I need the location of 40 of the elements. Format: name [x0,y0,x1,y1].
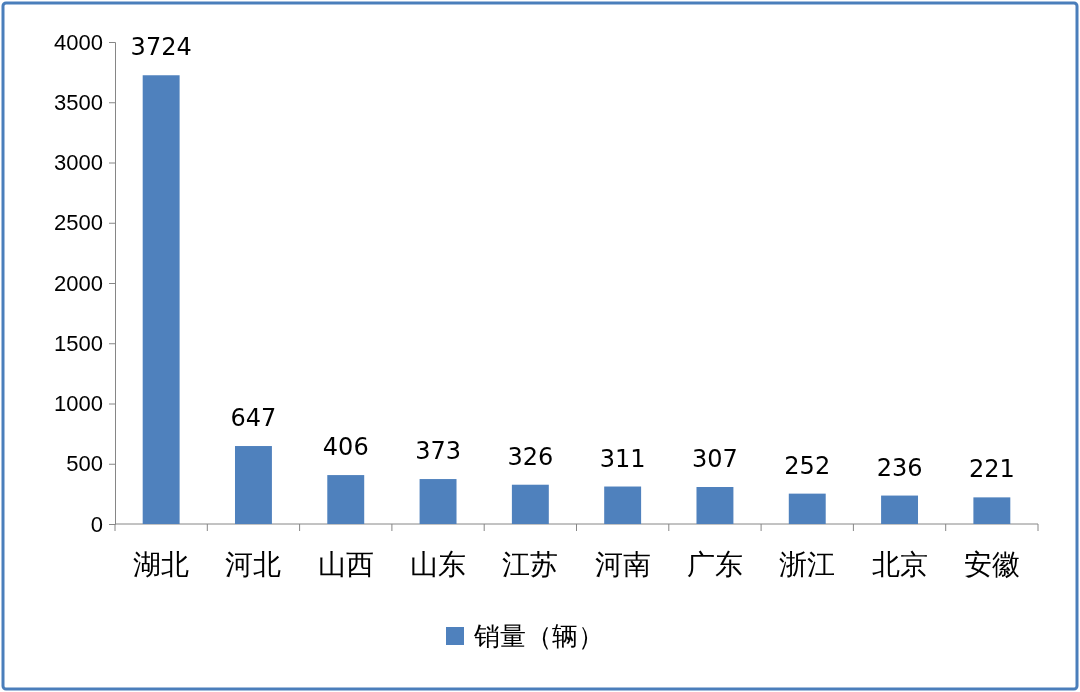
x-tick-label: 湖北 [133,549,190,580]
data-label: 326 [507,442,554,471]
y-tick-label: 1500 [54,330,103,356]
data-label: 221 [968,455,1015,484]
data-label: 373 [415,437,461,466]
y-tick-label: 0 [90,511,103,537]
data-label: 307 [692,445,738,474]
y-tick-label: 3000 [54,150,103,176]
y-tick-label: 2000 [54,270,103,296]
x-tick-label: 北京 [871,549,928,580]
bar [604,486,642,524]
y-tick-label: 500 [66,451,103,477]
x-tick-label: 广东 [686,549,743,580]
bar [234,446,272,524]
legend-label: 销量（辆） [473,621,604,651]
x-tick-label: 江苏 [502,549,559,580]
x-tick-label: 山东 [410,549,467,580]
bar [511,484,549,524]
x-tick-label: 山西 [317,549,374,580]
data-label: 406 [322,433,369,462]
x-tick-label: 河南 [594,549,651,580]
data-label: 311 [599,444,646,473]
x-tick-label: 安徽 [963,549,1020,580]
data-label: 3724 [130,33,192,62]
bar [788,493,826,524]
bar [881,495,919,524]
data-label: 236 [876,453,923,482]
data-label: 647 [230,404,277,433]
y-tick-label: 4000 [54,29,103,55]
x-tick-label: 河北 [225,549,282,580]
y-tick-label: 1000 [54,391,103,417]
data-label: 252 [784,451,831,480]
bar [973,497,1011,524]
bar [142,75,180,524]
x-tick-label: 浙江 [779,549,836,580]
y-tick-label: 2500 [54,210,103,236]
bar [696,487,734,524]
bar [327,475,365,524]
bar [419,479,457,524]
y-tick-label: 3500 [54,89,103,115]
